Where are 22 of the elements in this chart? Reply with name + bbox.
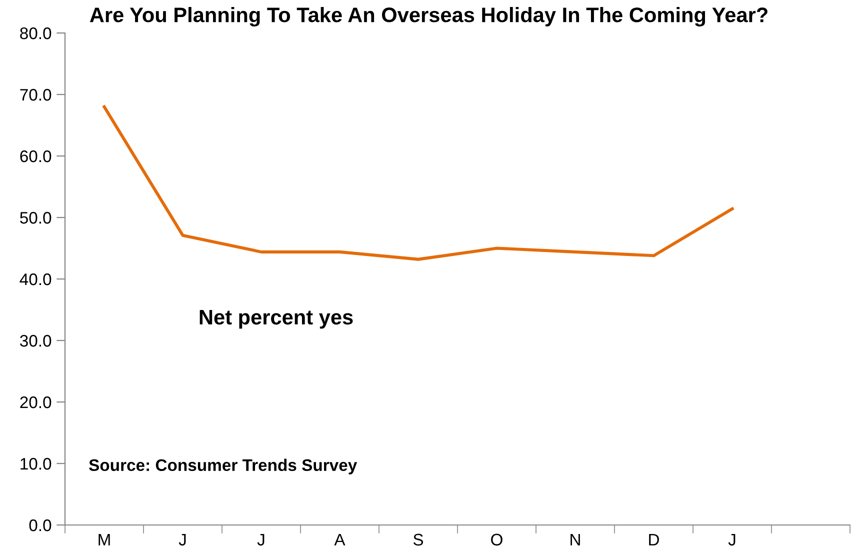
x-tick-label: J — [728, 534, 736, 546]
y-tick-label: 40.0 — [20, 273, 52, 286]
x-tick-label: O — [491, 534, 502, 546]
y-tick-label: 0.0 — [29, 519, 52, 532]
x-tick-label: D — [649, 534, 659, 546]
annotation: Net percent yes — [200, 310, 353, 329]
y-tick-label: 50.0 — [20, 212, 52, 224]
annotation: Source: Consumer Trends Survey — [89, 458, 358, 474]
x-tick-label: J — [257, 534, 264, 546]
line-series — [102, 105, 734, 261]
x-tick-label: M — [98, 534, 110, 546]
y-tick-label: 10.0 — [20, 458, 52, 470]
y-tick-label: 70.0 — [20, 88, 52, 101]
x-tick-label: A — [334, 534, 346, 546]
y-tick-label: 80.0 — [20, 27, 52, 40]
y-tick-label: 20.0 — [20, 396, 52, 408]
y-tick-label: 60.0 — [20, 150, 52, 162]
x-tick-label: N — [570, 534, 580, 546]
x-tick-label: J — [178, 534, 186, 546]
y-tick-label: 30.0 — [20, 334, 52, 347]
x-tick-label: S — [413, 534, 424, 546]
chart-title: Are You Planning To Take An Overseas Holiday In The Coming Year? — [90, 6, 768, 26]
